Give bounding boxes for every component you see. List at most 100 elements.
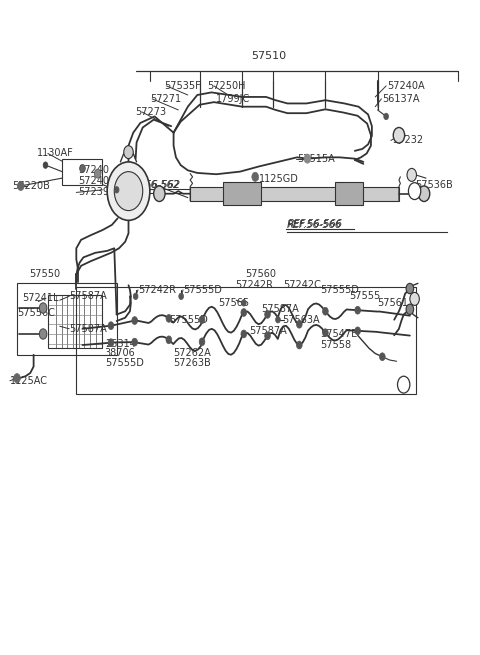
Text: 57560: 57560 <box>245 269 276 278</box>
Text: 57263B: 57263B <box>174 358 211 368</box>
Text: 57556C: 57556C <box>17 309 55 318</box>
Text: 57241L: 57241L <box>22 293 58 303</box>
Text: 57587A: 57587A <box>250 326 287 336</box>
Text: A: A <box>401 380 406 389</box>
Circle shape <box>408 183 421 200</box>
Text: 57555D: 57555D <box>321 285 360 295</box>
Text: REF.56-562: REF.56-562 <box>125 179 180 189</box>
Text: 57232: 57232 <box>392 136 423 145</box>
Bar <box>48 295 102 348</box>
Circle shape <box>199 338 205 346</box>
Circle shape <box>132 316 137 324</box>
Circle shape <box>17 181 24 191</box>
Text: 57561: 57561 <box>378 298 408 308</box>
Text: 57555: 57555 <box>349 291 380 301</box>
Circle shape <box>108 322 114 329</box>
Circle shape <box>199 316 205 324</box>
Text: 57563A: 57563A <box>282 314 319 325</box>
Text: 56137A: 56137A <box>383 94 420 104</box>
Circle shape <box>154 186 165 202</box>
Text: 57262A: 57262A <box>174 348 211 358</box>
Text: 57555D: 57555D <box>183 285 222 295</box>
Circle shape <box>384 113 388 120</box>
Text: 57558: 57558 <box>321 340 352 350</box>
Circle shape <box>166 314 172 322</box>
Text: 1130AF: 1130AF <box>37 149 74 159</box>
Circle shape <box>114 172 143 211</box>
Text: 57242R: 57242R <box>138 285 176 295</box>
Bar <box>335 182 363 206</box>
Circle shape <box>43 162 48 168</box>
Text: 57515A: 57515A <box>297 154 335 164</box>
Text: 25314: 25314 <box>105 339 136 348</box>
Circle shape <box>132 338 137 346</box>
Circle shape <box>241 299 246 306</box>
Text: 57240A: 57240A <box>387 81 425 91</box>
Circle shape <box>276 316 280 323</box>
Text: 57242R: 57242R <box>235 280 273 290</box>
Bar <box>223 182 261 206</box>
Text: 57555D: 57555D <box>105 358 144 368</box>
Circle shape <box>107 162 150 220</box>
Circle shape <box>14 373 20 383</box>
Text: 57555D: 57555D <box>169 314 208 325</box>
Circle shape <box>407 168 417 181</box>
Text: 57550: 57550 <box>29 269 60 279</box>
Circle shape <box>304 154 311 163</box>
Text: 57536B: 57536B <box>416 179 453 189</box>
Text: 57240: 57240 <box>78 165 109 176</box>
Circle shape <box>114 187 119 193</box>
Text: 57220B: 57220B <box>12 181 50 191</box>
Text: 1125AC: 1125AC <box>10 376 48 386</box>
Circle shape <box>355 307 360 314</box>
Circle shape <box>80 164 85 172</box>
Bar <box>76 287 416 394</box>
Circle shape <box>297 320 302 328</box>
Circle shape <box>297 341 302 349</box>
Circle shape <box>406 284 414 293</box>
Text: 57240A: 57240A <box>78 176 115 187</box>
Circle shape <box>264 332 270 340</box>
Circle shape <box>355 327 360 335</box>
Circle shape <box>133 293 138 299</box>
Text: 1125GD: 1125GD <box>259 174 299 185</box>
Circle shape <box>179 293 183 299</box>
Text: 57271: 57271 <box>150 94 181 104</box>
Circle shape <box>108 339 114 346</box>
Circle shape <box>380 353 385 361</box>
Text: 57250H: 57250H <box>207 81 245 91</box>
Bar <box>62 159 102 185</box>
Circle shape <box>323 307 328 315</box>
Circle shape <box>410 292 420 305</box>
Text: A: A <box>412 187 417 196</box>
Circle shape <box>241 309 247 316</box>
Text: 57587A: 57587A <box>69 324 107 334</box>
Text: 38706: 38706 <box>105 348 135 358</box>
Circle shape <box>264 310 270 318</box>
Circle shape <box>393 128 405 143</box>
Circle shape <box>166 336 172 344</box>
Circle shape <box>406 304 414 314</box>
Circle shape <box>95 169 101 178</box>
Bar <box>17 284 117 355</box>
Text: REF.56-562: REF.56-562 <box>126 179 181 189</box>
Text: 57535F: 57535F <box>164 81 201 91</box>
Circle shape <box>252 172 259 181</box>
Text: 57242C: 57242C <box>283 280 321 290</box>
Circle shape <box>397 376 410 393</box>
Text: 57587A: 57587A <box>261 305 299 314</box>
Bar <box>190 187 399 201</box>
Text: 57587A: 57587A <box>69 291 107 301</box>
Circle shape <box>241 330 247 338</box>
Text: 57273: 57273 <box>136 107 167 117</box>
Circle shape <box>419 186 430 202</box>
Circle shape <box>124 145 133 159</box>
Text: 57510: 57510 <box>251 51 286 61</box>
Text: 57547E: 57547E <box>321 329 358 339</box>
Text: 57239E: 57239E <box>78 187 115 197</box>
Text: 1799JC: 1799JC <box>216 94 251 104</box>
Circle shape <box>39 329 47 339</box>
Circle shape <box>39 303 47 313</box>
Circle shape <box>323 329 328 337</box>
Text: 57565: 57565 <box>219 298 250 308</box>
